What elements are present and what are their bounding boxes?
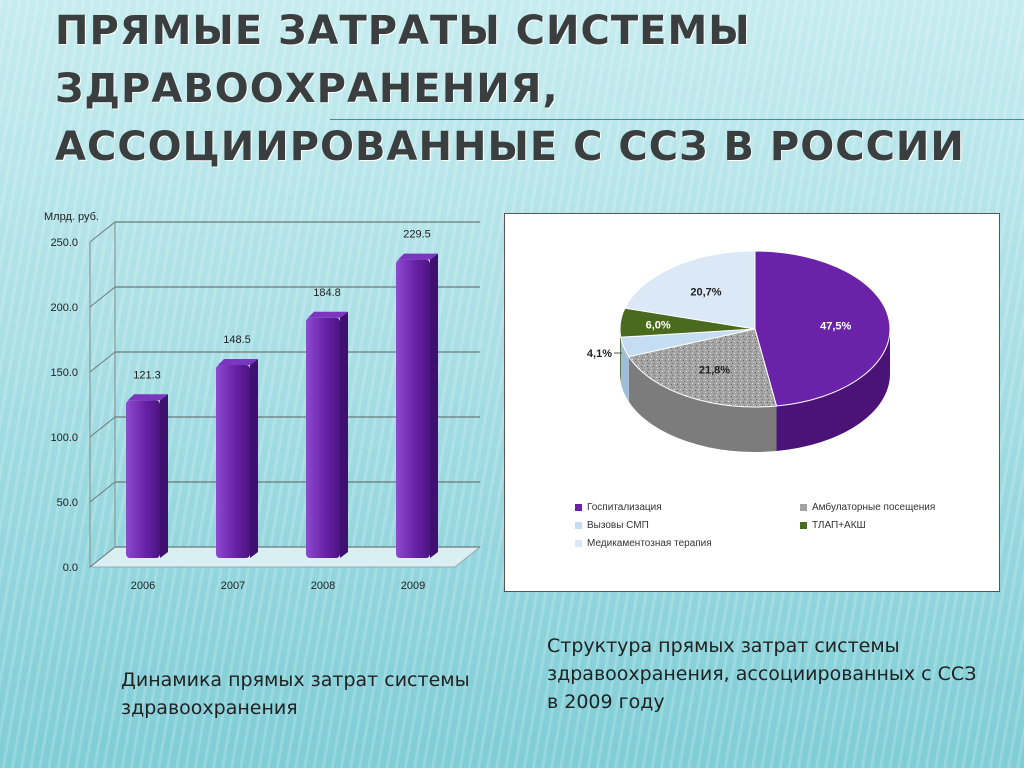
bar-side	[430, 253, 438, 558]
bar-value-label: 184.8	[313, 287, 341, 299]
bar-top	[308, 311, 348, 318]
y-tick-label: 200.0	[50, 302, 78, 314]
pie-slice-side	[628, 356, 777, 452]
gridline-depth	[89, 546, 116, 568]
bar	[216, 364, 250, 558]
pie-data-label: 21,8%	[699, 365, 730, 377]
bar-value-label: 121.3	[133, 369, 161, 381]
pie-data-label: 6,0%	[646, 319, 671, 331]
bar-top	[218, 358, 258, 365]
pie-data-label: 20,7%	[690, 287, 721, 299]
legend-label: ТЛАП+АКШ	[812, 520, 866, 531]
legend-label: Амбулаторные посещения	[812, 502, 936, 513]
bar-top	[128, 394, 168, 401]
legend-swatch	[800, 522, 807, 529]
legend-item: Медикаментозная терапия	[575, 538, 712, 549]
bar-top	[398, 253, 438, 260]
bar-chart: 0.0 50.0 100.0 150.0 200.0 250.0 Млрд. руб. 121…	[44, 211, 482, 592]
x-tick-label: 2006	[131, 580, 155, 592]
bar-value-label: 229.5	[403, 229, 431, 241]
pie-slice	[754, 250, 891, 407]
bar	[126, 400, 160, 558]
legend-label: Вызовы СМП	[587, 520, 649, 531]
bar-side	[340, 311, 348, 558]
pie-slice-side	[620, 337, 629, 402]
pie-data-label: 47,5%	[820, 320, 851, 332]
legend-label: Госпитализация	[587, 502, 662, 513]
bar-chart-caption: Динамика прямых затрат системы здравоохр…	[121, 669, 470, 719]
title-divider	[330, 119, 1024, 120]
pie-chart-caption: Структура прямых затрат системы здравоох…	[547, 635, 977, 713]
slide-title: ПРЯМЫЕ ЗАТРАТЫ СИСТЕМЫ ЗДРАВООХРАНЕНИЯ, …	[55, 8, 965, 170]
bar	[306, 317, 340, 558]
y-axis-label: Млрд. руб.	[44, 211, 99, 223]
pie-slice-side	[620, 329, 621, 383]
y-tick-label: 50.0	[57, 497, 78, 509]
gridline-depth	[89, 416, 116, 438]
y-tick-label: 100.0	[50, 432, 78, 444]
legend-label: Медикаментозная терапия	[587, 538, 712, 549]
pie-slice	[627, 328, 778, 408]
legend-swatch	[575, 522, 582, 529]
pie-slice-side	[776, 329, 890, 452]
x-tick-label: 2009	[401, 580, 425, 592]
bar-value-label: 148.5	[223, 334, 251, 346]
x-tick-label: 2007	[221, 580, 245, 592]
legend-item: Вызовы СМП	[575, 520, 649, 531]
pie-chart: 47,5% 21,8% 4,1% 6,0% 20,7%	[587, 250, 891, 452]
legend-swatch	[575, 540, 582, 547]
pie-chart-panel: 47,5% 21,8% 4,1% 6,0% 20,7% Госпитализация Ам…	[504, 213, 1000, 592]
bar	[396, 259, 430, 558]
gridline-depth	[89, 351, 116, 373]
pie-data-label: 4,1%	[587, 348, 612, 360]
legend-item: Госпитализация	[575, 502, 662, 513]
legend-item: Амбулаторные посещения	[800, 502, 935, 513]
y-tick-label: 250.0	[50, 237, 78, 249]
y-tick-label: 150.0	[50, 367, 78, 379]
bar-side	[160, 394, 168, 558]
legend-swatch	[575, 504, 582, 511]
gridline-depth	[89, 221, 116, 243]
pie-slice	[624, 250, 756, 330]
x-tick-label: 2008	[311, 580, 335, 592]
y-tick-label: 0.0	[63, 562, 78, 574]
legend-swatch	[800, 504, 807, 511]
legend-item: ТЛАП+АКШ	[800, 520, 866, 531]
bar-side	[250, 358, 258, 558]
gridline-depth	[89, 286, 116, 308]
gridline-depth	[89, 481, 116, 503]
